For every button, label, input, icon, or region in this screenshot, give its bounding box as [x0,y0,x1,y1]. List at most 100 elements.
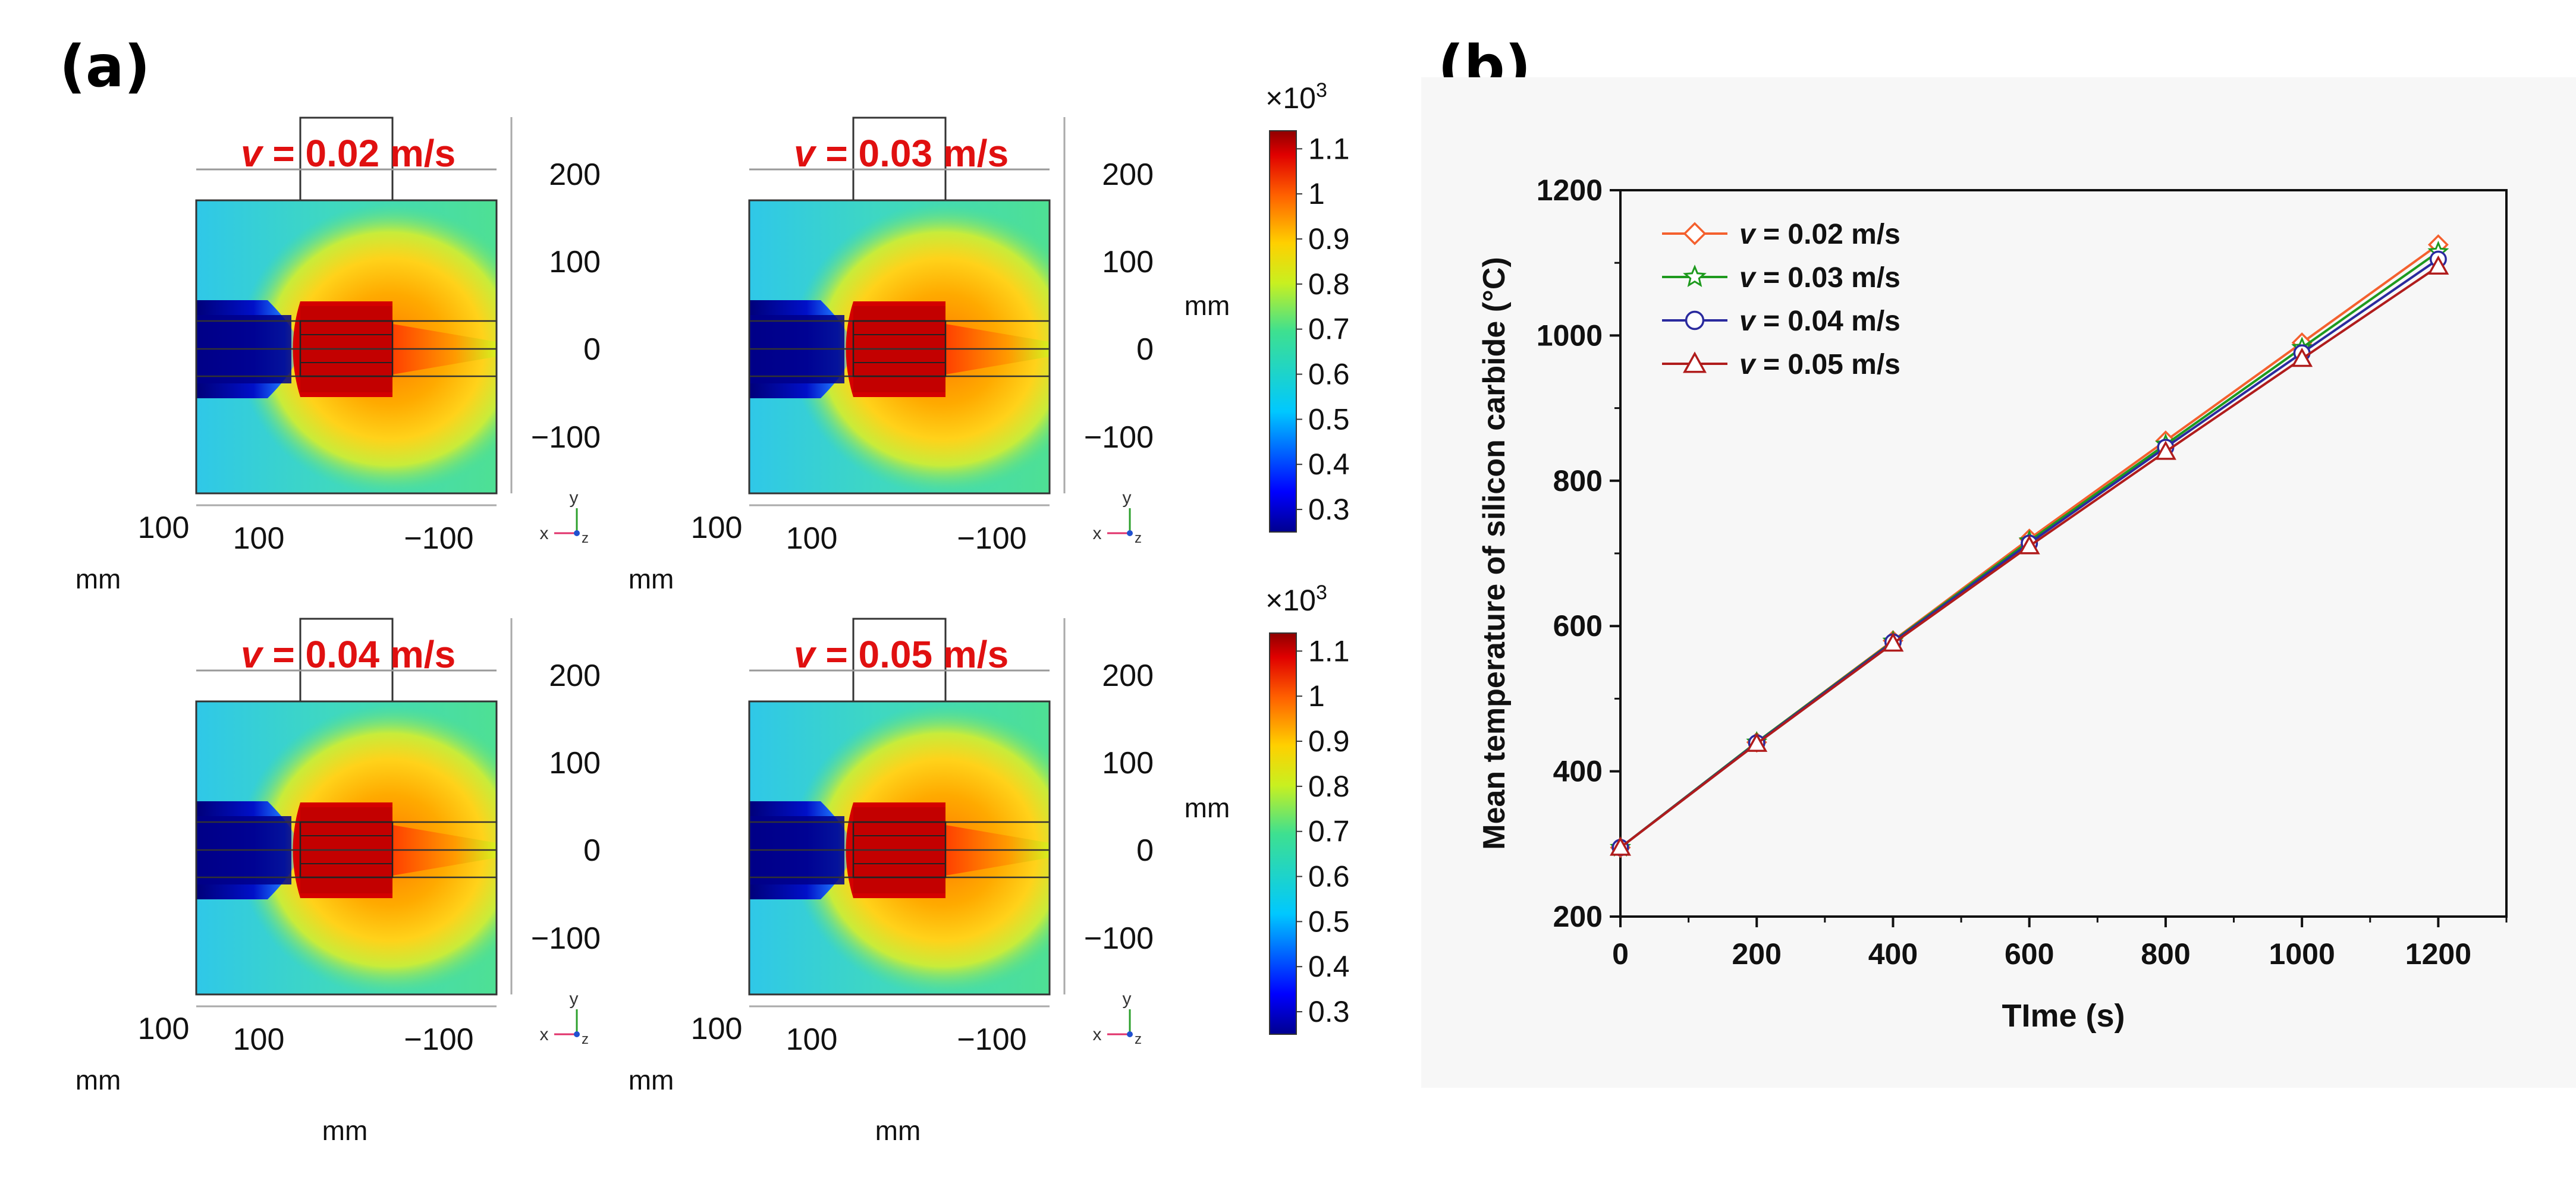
y-tick-label: −100 [531,420,601,455]
x-tick-label: 1200 [2405,937,2471,971]
x-tick-label: −100 [957,1022,1026,1057]
y-tick-label: 100 [1102,746,1154,780]
simulation-panel: v = 0.04 m/s 200 100 0 −100 100 100 −100 mm y x z [76,618,601,1095]
legend-value: = 0.05 m/s [1755,349,1900,380]
colorbar-tick-label: 0.3 [1308,995,1350,1028]
chart-background [1421,77,2576,1088]
triad-x-label: x [1093,1025,1102,1044]
y-tick-label: 0 [583,833,601,868]
y-tick-label: 1000 [1537,319,1603,352]
y-tick-label: 100 [549,245,601,279]
x-axis-title: TIme (s) [2002,998,2125,1034]
x-unit-label: mm [629,1065,674,1095]
colorbar-tick-label: 0.5 [1308,905,1350,938]
y-tick-label: −100 [1084,420,1154,455]
x-tick-label: −100 [404,521,473,556]
velocity-symbol: v [794,633,817,676]
legend-value: = 0.03 m/s [1755,262,1900,294]
x-tick-label: 200 [1732,937,1782,971]
triad-z-dot [574,530,580,536]
colorbar-multiplier: ×103 [1265,581,1327,617]
colorbar-tick-label: 1 [1308,679,1325,713]
x-tick-label: −100 [404,1022,473,1057]
triad-z-dot [1127,1031,1133,1037]
x-tick-label: 100 [233,521,285,556]
y-tick-label: −100 [1084,921,1154,956]
legend-label: v = 0.03 m/s [1739,262,1900,294]
velocity-symbol: v [241,633,264,676]
y-tick-label: 800 [1553,464,1603,498]
top-box [299,618,394,703]
colorbar-tick-label: 1.1 [1308,132,1350,165]
colorbar-tick-label: 0.5 [1308,402,1350,436]
triad-z-label: z [1135,530,1142,546]
marker-triangle [1610,836,1631,856]
line-chart: 0 200 400 600 800 1000 1200 200 400 600 800 1000 120… [1477,174,2508,1034]
colorbar-tick-label: 0.4 [1308,448,1350,481]
y-tick-label: 200 [1553,900,1603,933]
series-triangle: v = 0.05 m/s [1610,255,2449,856]
triad-y-label: y [570,989,579,1009]
colorbar-tick-label: 0.6 [1308,358,1350,391]
top-box [299,117,394,202]
x-tick-label: 800 [2141,937,2190,971]
colorbar-multiplier: ×103 [1265,79,1327,115]
axis-triad: y x z [1093,989,1142,1047]
velocity-label: v = 0.02 m/s [241,132,455,175]
colorbar-gradient [1269,632,1297,1035]
temperature-field [749,200,1050,493]
marker-triangle [2018,535,2040,555]
x-unit-label: mm [76,1065,121,1095]
y-tick-label: −100 [531,921,601,956]
legend-label: v = 0.05 m/s [1739,349,1900,380]
x-tick-label: 100 [786,1022,838,1057]
triad-y-label: y [570,488,579,508]
y-axis-title-suffix: ) [1477,257,1512,267]
x-tick-label: 400 [1868,937,1918,971]
triad-x-label: x [1093,524,1102,543]
triad-x-label: x [540,1025,549,1044]
triad-x-label: x [540,524,549,543]
x-tick-label: −100 [957,521,1026,556]
x-unit-label: mm [629,563,674,594]
y-tick-label: 100 [549,746,601,780]
marker-star [1683,265,1707,287]
x-tick-label: 100 [691,511,743,545]
velocity-value: = 0.03 m/s [815,132,1009,175]
temperature-field [749,701,1050,994]
marker-triangle [1882,632,1904,652]
triad-z-dot [1127,530,1133,536]
panel-a-label: (a) [59,33,150,100]
x-tick-label: 0 [1612,937,1629,971]
marker-triangle [2154,440,2176,460]
colorbar-tick-label: 0.3 [1308,493,1350,526]
x-tick-label: 100 [691,1012,743,1046]
legend-symbol: v [1739,219,1757,250]
colorbar-gradient [1269,130,1297,533]
velocity-value: = 0.04 m/s [262,633,456,676]
y-tick-label: 0 [1136,833,1154,868]
axis-triad: y x z [540,488,589,546]
multiplier-exponent: 3 [1316,581,1327,604]
y-axis-title: Mean temperature of silicon carbide (°C) [1477,257,1512,849]
colorbar-unit: mm [1185,290,1230,321]
temperature-field [196,200,497,493]
block-outline [852,320,947,377]
top-box [852,117,947,202]
triad-z-label: z [582,1031,589,1047]
colorbar-tick-label: 0.8 [1308,267,1350,301]
velocity-symbol: v [241,132,264,175]
y-tick-label: 1200 [1537,174,1603,207]
velocity-label: v = 0.03 m/s [794,132,1009,175]
velocity-label: v = 0.05 m/s [794,633,1009,676]
simulation-panel: v = 0.05 m/s 200 100 0 −100 100 100 −100 mm y x z [629,618,1154,1095]
colorbar-tick-label: 0.7 [1308,815,1350,848]
x-tick-label: 600 [2005,937,2054,971]
triad-y-label: y [1123,989,1132,1009]
colorbar-unit: mm [1185,792,1230,823]
velocity-value: = 0.02 m/s [262,132,456,175]
top-box [852,618,947,703]
multiplier-exponent: 3 [1316,79,1327,102]
